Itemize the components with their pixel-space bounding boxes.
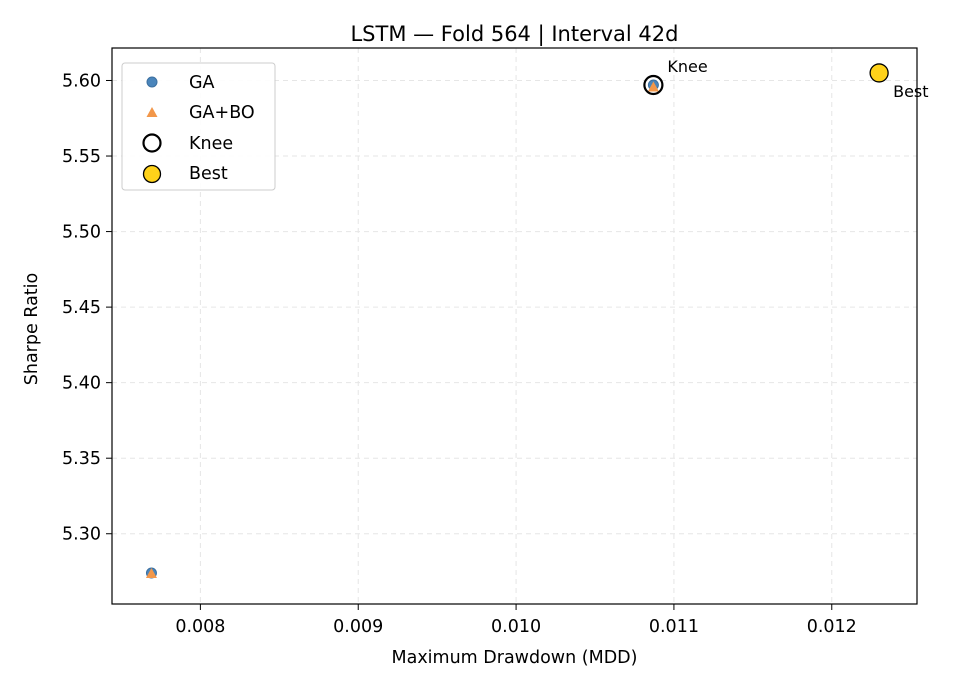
legend-label-ga: GA xyxy=(189,73,215,93)
legend-label-best: Best xyxy=(189,164,228,184)
y-tick-label: 5.50 xyxy=(62,223,101,243)
y-tick-label: 5.30 xyxy=(62,525,101,545)
legend-label-knee: Knee xyxy=(189,134,233,154)
y-tick-label: 5.35 xyxy=(62,449,101,469)
y-tick-label: 5.40 xyxy=(62,374,101,394)
legend-marker-ga xyxy=(146,76,158,88)
annotations: Knee Best xyxy=(667,57,928,101)
point-knee xyxy=(643,74,664,96)
legend-marker-knee xyxy=(142,133,162,153)
point-ga-bo xyxy=(145,568,157,579)
x-tick-label: 0.011 xyxy=(649,617,699,637)
x-tick-label: 0.010 xyxy=(491,617,541,637)
x-tick-label: 0.009 xyxy=(333,617,383,637)
y-tick-label: 5.45 xyxy=(62,298,101,318)
x-tick-label: 0.012 xyxy=(807,617,857,637)
legend-marker-best xyxy=(142,164,162,184)
legend-frame xyxy=(121,62,276,191)
legend-marker-ga-bo xyxy=(146,107,158,117)
annotation-best: Best xyxy=(893,82,928,101)
point-ga-bo xyxy=(647,81,659,92)
chart-title: LSTM — Fold 564 | Interval 42d xyxy=(350,22,678,47)
plot-frame xyxy=(111,47,918,605)
y-tick-label: 5.55 xyxy=(62,147,101,167)
y-tick-label: 5.60 xyxy=(62,71,101,91)
axis-ticks: 0.008 0.009 0.010 0.011 0.012 5.30 5.35 5.40 5.4… xyxy=(62,71,857,637)
annotation-knee: Knee xyxy=(667,57,707,76)
data-points xyxy=(145,63,889,579)
y-axis-label: Sharpe Ratio xyxy=(22,273,42,386)
legend: GA GA+BO Knee Best xyxy=(121,62,276,191)
x-tick-label: 0.008 xyxy=(175,617,225,637)
point-best xyxy=(869,63,889,83)
legend-label-ga-bo: GA+BO xyxy=(189,103,255,123)
x-axis-label: Maximum Drawdown (MDD) xyxy=(392,648,638,668)
